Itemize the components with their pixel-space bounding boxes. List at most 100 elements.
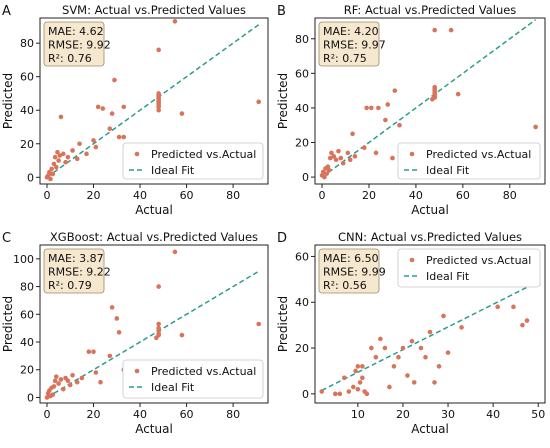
legend: Predicted vs.Actual Ideal Fit [122, 359, 264, 399]
metric-text: MAE: 6.50 [323, 252, 379, 265]
data-point [86, 349, 92, 355]
data-point [50, 392, 56, 397]
data-point [93, 370, 99, 375]
chart-title: XGBoost: Actual vs.Predicted Values [50, 230, 258, 244]
legend: Predicted vs.Actual Ideal Fit [397, 248, 541, 288]
y-axis-label: Predicted [1, 296, 15, 352]
data-point [156, 107, 161, 113]
data-point [355, 364, 361, 369]
data-point [56, 381, 61, 386]
x-tick-label: 60 [180, 189, 194, 202]
data-point [373, 354, 379, 360]
data-point [336, 148, 341, 154]
data-point [409, 338, 415, 344]
data-point [325, 164, 331, 170]
x-axis-label: Actual [135, 422, 173, 436]
data-point [405, 373, 410, 378]
data-point [400, 345, 406, 351]
x-tick-label: 60 [180, 408, 194, 421]
data-point [448, 27, 454, 33]
data-point [353, 368, 358, 374]
data-point [387, 384, 392, 390]
x-tick-label: 20 [87, 189, 101, 202]
legend-box [397, 142, 541, 180]
x-tick-label: 20 [87, 408, 101, 421]
x-tick-label: 0 [319, 189, 326, 202]
x-tick-label: 40 [133, 408, 147, 421]
data-point [48, 176, 53, 182]
data-point [385, 102, 391, 107]
legend-marker-points [134, 151, 140, 157]
data-point [156, 91, 161, 96]
y-tick-label: 80 [20, 37, 34, 50]
data-point [396, 354, 401, 360]
data-point [156, 325, 161, 331]
metric-text: MAE: 4.62 [48, 25, 104, 38]
x-tick-label: 30 [441, 408, 455, 421]
data-point [50, 171, 56, 177]
chart-title: SVM: Actual vs.Predicted Values [62, 3, 246, 17]
data-point [445, 350, 451, 355]
data-point [346, 389, 352, 394]
data-point [418, 345, 424, 351]
x-axis-label: Actual [411, 422, 449, 436]
data-point [74, 156, 80, 162]
panel-letter: A [2, 4, 11, 19]
data-point [324, 171, 330, 176]
data-point [121, 104, 127, 110]
y-tick-label: 0 [302, 171, 309, 184]
legend: Predicted vs.Actual Ideal Fit [397, 142, 541, 180]
data-point [98, 379, 103, 385]
data-point [382, 345, 388, 351]
metric-text: RMSE: 9.22 [48, 266, 111, 279]
y-tick-label: 60 [20, 71, 34, 84]
data-point [350, 131, 355, 137]
data-point [427, 329, 433, 335]
plot-frame [39, 17, 269, 185]
legend: Predicted vs.Actual Ideal Fit [122, 142, 264, 180]
data-point [345, 150, 351, 156]
legend-marker-points [134, 368, 140, 374]
ideal-fit-line [46, 24, 260, 178]
y-tick-label: 20 [20, 364, 34, 377]
data-point [156, 47, 161, 53]
data-point [77, 141, 82, 147]
data-point [93, 144, 99, 150]
data-point [172, 19, 178, 24]
data-point [109, 111, 115, 116]
x-tick-label: 40 [486, 408, 500, 421]
metric-text: R²: 0.56 [323, 279, 367, 292]
panel-b: B RF: Actual vs.Predicted Values 0 20 40 60 80… [276, 3, 546, 217]
data-point [327, 155, 333, 161]
legend-label-fit: Ideal Fit [151, 164, 195, 177]
data-point [55, 149, 60, 155]
data-point [60, 151, 66, 157]
legend-label-points: Predicted vs.Actual [426, 254, 531, 267]
data-point [432, 27, 437, 33]
data-point [51, 384, 57, 389]
data-point [107, 126, 113, 131]
data-point [60, 386, 66, 392]
x-tick-label: 0 [43, 408, 50, 421]
data-point [411, 380, 417, 385]
metric-text: R²: 0.75 [323, 52, 367, 65]
data-point [524, 318, 530, 323]
data-point [319, 389, 325, 394]
data-point [338, 155, 344, 161]
data-point [329, 150, 334, 156]
legend-marker-points [409, 151, 415, 157]
data-point [376, 105, 381, 111]
data-point [432, 380, 437, 385]
data-point [156, 321, 161, 327]
x-tick-label: 80 [226, 189, 240, 202]
data-point [331, 154, 337, 159]
data-point [369, 345, 374, 351]
plot-frame [314, 244, 546, 404]
metrics-box-bg [318, 21, 380, 67]
data-point [114, 316, 120, 321]
x-tick-label: 0 [43, 189, 50, 202]
